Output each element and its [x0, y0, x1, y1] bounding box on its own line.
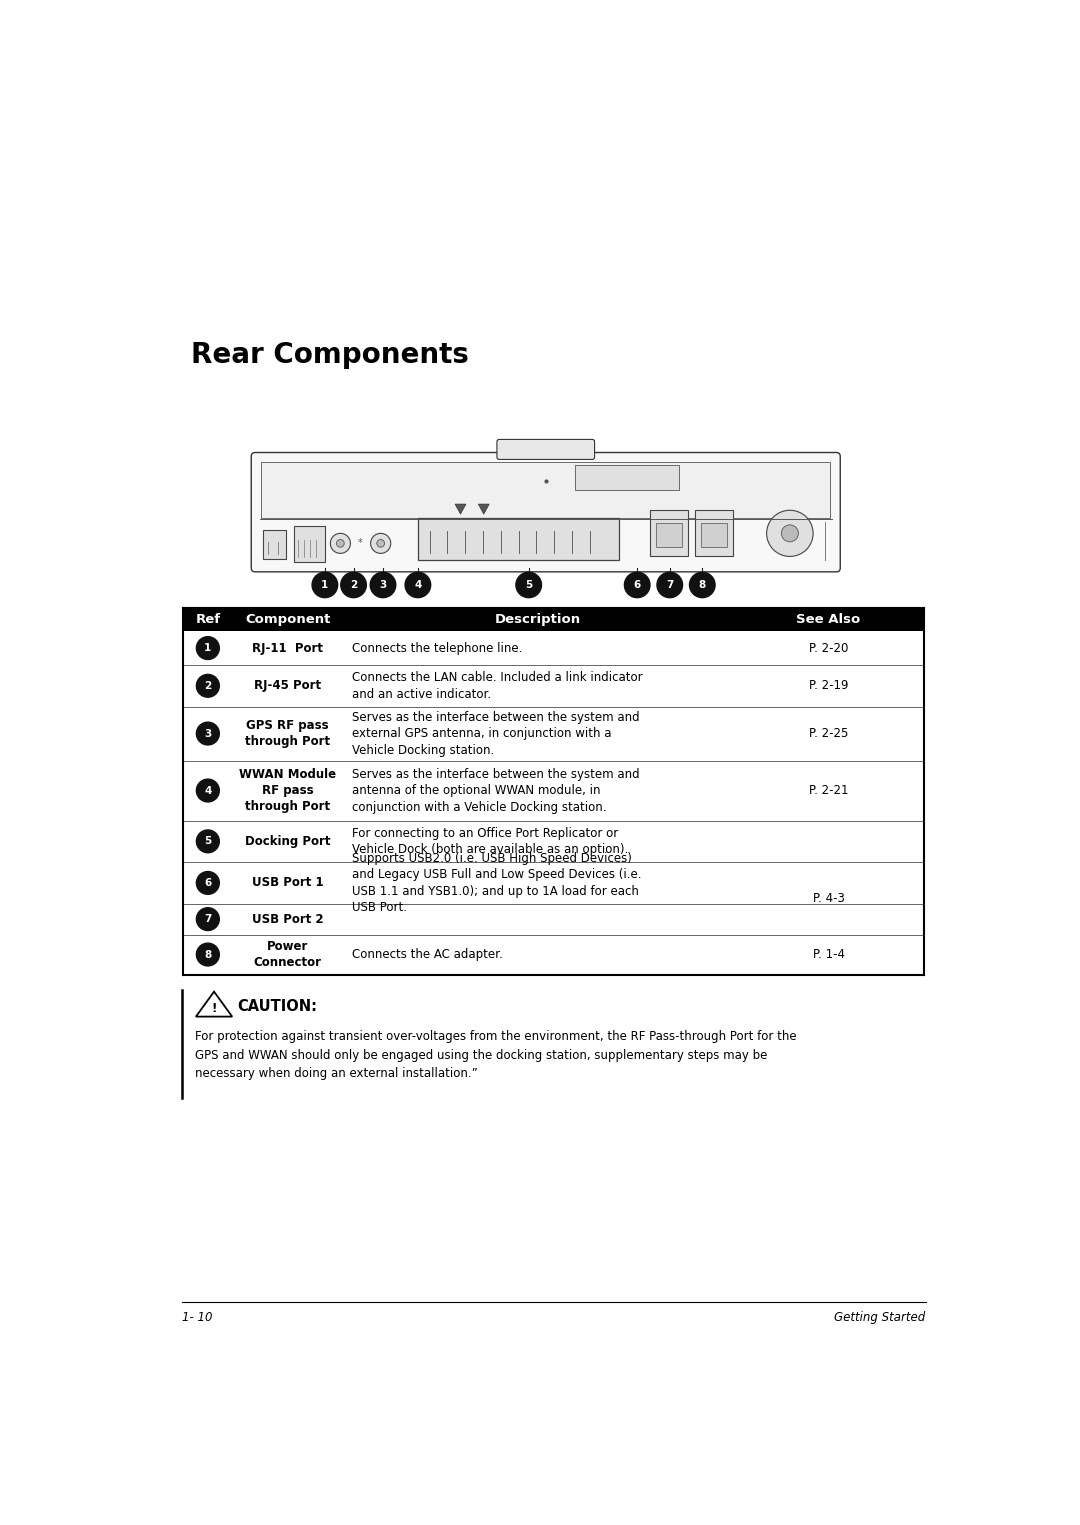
Circle shape [689, 572, 715, 598]
Circle shape [197, 779, 219, 802]
FancyBboxPatch shape [252, 453, 840, 572]
Circle shape [330, 534, 350, 554]
Text: Ref: Ref [195, 613, 220, 627]
Bar [183, 761, 924, 820]
FancyBboxPatch shape [497, 439, 595, 459]
Text: 5: 5 [204, 836, 212, 846]
Bar [650, 511, 688, 557]
Text: Connects the telephone line.: Connects the telephone line. [352, 642, 523, 654]
Text: RJ-11  Port: RJ-11 Port [252, 642, 323, 654]
Bar [183, 862, 924, 904]
Text: 3: 3 [379, 580, 387, 590]
FancyBboxPatch shape [575, 465, 679, 490]
Text: CAUTION:: CAUTION: [238, 999, 318, 1014]
Bar [183, 820, 924, 862]
Circle shape [197, 636, 219, 659]
Text: P. 2-21: P. 2-21 [809, 784, 849, 798]
Text: 4: 4 [415, 580, 421, 590]
Text: USB Port 2: USB Port 2 [252, 912, 324, 926]
Text: Power
Connector: Power Connector [254, 939, 322, 968]
Text: P. 2-19: P. 2-19 [809, 679, 849, 692]
Text: Rear Components: Rear Components [191, 342, 469, 369]
Text: 1: 1 [204, 644, 212, 653]
FancyBboxPatch shape [261, 462, 831, 518]
Text: USB Port 1: USB Port 1 [252, 877, 324, 889]
Circle shape [197, 674, 219, 697]
Bar [183, 706, 924, 761]
Bar [183, 665, 924, 706]
Bar [418, 518, 619, 560]
Text: Docking Port: Docking Port [245, 834, 330, 848]
Text: !: ! [212, 1002, 217, 1016]
Text: P. 2-20: P. 2-20 [809, 642, 848, 654]
Text: Supports USB2.0 (i.e. USB High Speed Devices)
and Legacy USB Full and Low Speed : Supports USB2.0 (i.e. USB High Speed Dev… [352, 851, 642, 913]
Text: 7: 7 [204, 913, 212, 924]
Text: Serves as the interface between the system and
antenna of the optional WWAN modu: Serves as the interface between the syst… [352, 767, 639, 813]
Bar [183, 935, 924, 974]
Circle shape [197, 723, 219, 744]
Circle shape [370, 572, 395, 598]
Circle shape [197, 830, 219, 852]
Text: P. 2-25: P. 2-25 [809, 727, 848, 740]
Text: GPS RF pass
through Port: GPS RF pass through Port [245, 720, 330, 749]
Circle shape [197, 942, 219, 965]
Bar [656, 523, 683, 547]
Text: Serves as the interface between the system and
external GPS antenna, in conjunct: Serves as the interface between the syst… [352, 711, 639, 756]
Circle shape [370, 534, 391, 554]
Text: 8: 8 [204, 950, 212, 959]
Circle shape [767, 511, 813, 557]
Text: WWAN Module
RF pass
through Port: WWAN Module RF pass through Port [239, 769, 336, 813]
Text: RJ-45 Port: RJ-45 Port [254, 679, 321, 692]
Text: 6: 6 [204, 878, 212, 888]
Text: For connecting to an Office Port Replicator or
Vehicle Dock (both are available : For connecting to an Office Port Replica… [352, 827, 629, 856]
Circle shape [405, 572, 431, 598]
Circle shape [657, 572, 683, 598]
Circle shape [337, 540, 345, 547]
Polygon shape [195, 991, 232, 1017]
Text: 1: 1 [321, 580, 328, 590]
Bar [294, 526, 325, 561]
Circle shape [516, 572, 541, 598]
Text: 2: 2 [204, 680, 212, 691]
Text: 7: 7 [666, 580, 674, 590]
Circle shape [197, 907, 219, 930]
Circle shape [624, 572, 650, 598]
Circle shape [312, 572, 338, 598]
Text: 3: 3 [204, 729, 212, 738]
Text: 2: 2 [350, 580, 357, 590]
Text: For protection against transient over-voltages from the environment, the RF Pass: For protection against transient over-vo… [195, 1029, 797, 1080]
Bar [696, 511, 732, 557]
Text: 5: 5 [525, 580, 532, 590]
Bar [183, 608, 924, 631]
Text: 1- 10: 1- 10 [181, 1312, 212, 1324]
Text: Connects the AC adapter.: Connects the AC adapter. [352, 949, 503, 961]
Circle shape [781, 525, 798, 541]
Circle shape [377, 540, 384, 547]
Bar [262, 529, 286, 558]
Text: *: * [357, 538, 362, 549]
Circle shape [197, 871, 219, 894]
Text: P. 4-3: P. 4-3 [812, 892, 845, 904]
Text: P. 1-4: P. 1-4 [812, 949, 845, 961]
Text: Component: Component [245, 613, 330, 627]
Circle shape [341, 572, 366, 598]
Text: Connects the LAN cable. Included a link indicator
and an active indicator.: Connects the LAN cable. Included a link … [352, 671, 643, 700]
Text: 6: 6 [634, 580, 640, 590]
Text: See Also: See Also [797, 613, 861, 627]
Text: 8: 8 [699, 580, 706, 590]
Bar [701, 523, 727, 547]
Bar [183, 631, 924, 665]
Bar [183, 904, 924, 935]
Polygon shape [455, 505, 465, 514]
Polygon shape [478, 505, 489, 514]
Text: Getting Started: Getting Started [834, 1312, 926, 1324]
Text: Description: Description [495, 613, 581, 627]
Text: 4: 4 [204, 785, 212, 796]
